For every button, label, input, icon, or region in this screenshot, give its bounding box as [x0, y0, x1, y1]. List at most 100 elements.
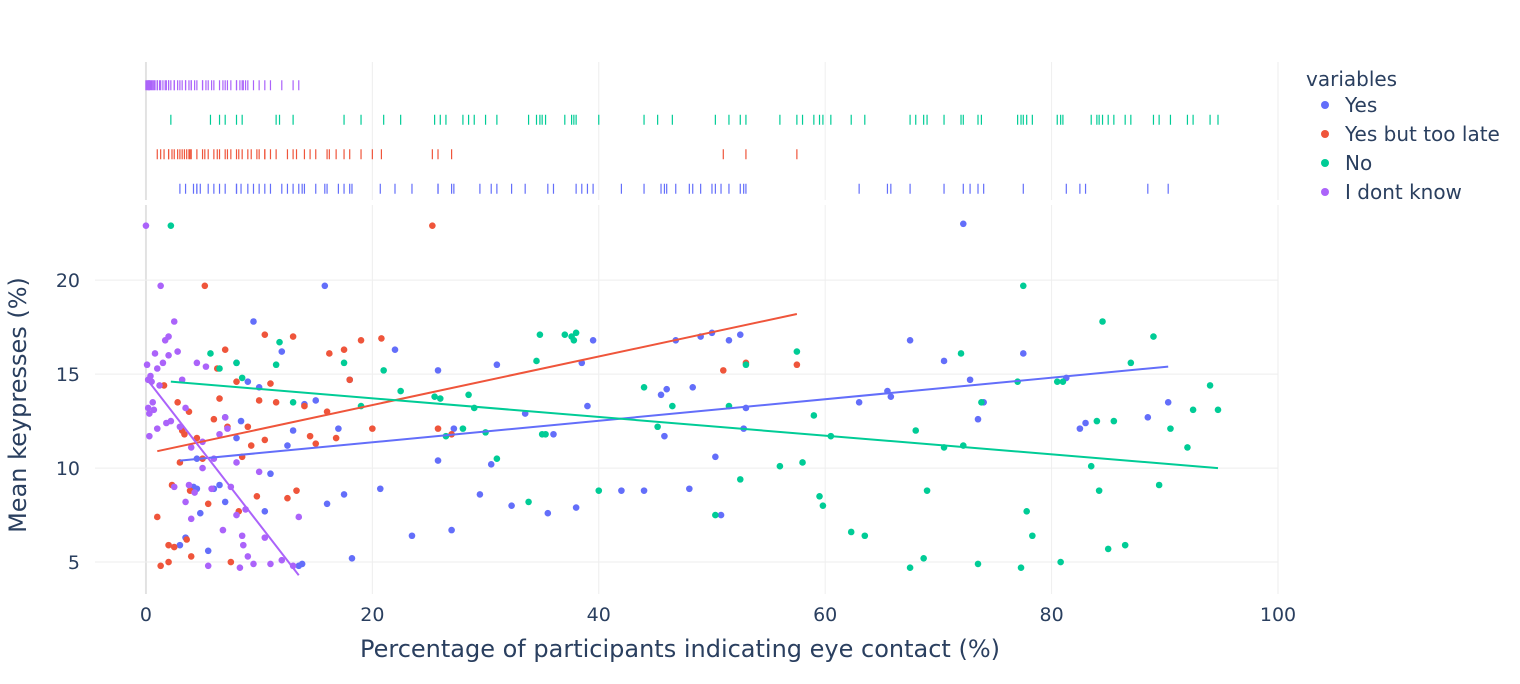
data-point[interactable] [434, 425, 442, 432]
data-point[interactable] [151, 350, 159, 357]
data-point[interactable] [459, 425, 467, 432]
data-point[interactable] [178, 376, 186, 384]
data-point[interactable] [187, 553, 195, 560]
data-point[interactable] [717, 511, 725, 519]
data-point[interactable] [267, 470, 274, 478]
data-point[interactable] [923, 487, 931, 494]
data-point[interactable] [1017, 564, 1025, 571]
data-point[interactable] [204, 562, 212, 570]
data-point[interactable] [340, 491, 348, 498]
data-point[interactable] [689, 383, 697, 391]
data-point[interactable] [712, 511, 719, 519]
data-point[interactable] [255, 397, 263, 404]
data-point[interactable] [1076, 425, 1084, 432]
data-point[interactable] [654, 423, 661, 431]
data-point[interactable] [201, 282, 209, 290]
data-point[interactable] [618, 487, 625, 494]
data-point[interactable] [719, 367, 727, 374]
data-point[interactable] [348, 554, 356, 562]
data-point[interactable] [174, 399, 181, 406]
data-point[interactable] [799, 459, 806, 466]
data-point[interactable] [1104, 545, 1112, 553]
data-point[interactable] [1053, 378, 1061, 385]
data-point[interactable] [1019, 350, 1027, 357]
data-point[interactable] [261, 331, 269, 338]
data-point[interactable] [150, 406, 158, 414]
data-point[interactable] [244, 378, 252, 385]
data-point[interactable] [182, 404, 189, 412]
data-point[interactable] [476, 491, 484, 498]
data-point[interactable] [216, 481, 223, 489]
data-point[interactable] [493, 455, 501, 462]
data-point[interactable] [244, 553, 252, 560]
data-point[interactable] [378, 335, 385, 342]
data-point[interactable] [146, 410, 153, 417]
data-point[interactable] [1110, 417, 1118, 425]
data-point[interactable] [686, 485, 693, 493]
data-point[interactable] [487, 461, 495, 468]
data-point[interactable] [1144, 414, 1152, 421]
data-point[interactable] [174, 348, 181, 355]
data-point[interactable] [397, 387, 404, 395]
data-point[interactable] [289, 333, 297, 340]
data-point[interactable] [181, 430, 188, 438]
data-point[interactable] [221, 498, 229, 506]
data-point[interactable] [1087, 462, 1095, 470]
data-point[interactable] [165, 352, 172, 359]
data-point[interactable] [312, 440, 320, 447]
data-point[interactable] [391, 346, 399, 354]
legend[interactable]: variables Yes Yes but too late No I dont kn… [1306, 67, 1500, 204]
data-point[interactable] [776, 462, 784, 470]
data-point[interactable] [323, 500, 331, 508]
data-point[interactable] [1155, 481, 1163, 489]
data-point[interactable] [146, 432, 153, 440]
data-point[interactable] [153, 365, 161, 372]
data-point[interactable] [448, 526, 455, 534]
data-point[interactable] [736, 476, 744, 483]
data-point[interactable] [640, 487, 648, 494]
data-point[interactable] [1167, 425, 1174, 432]
data-point[interactable] [293, 487, 300, 494]
data-point[interactable] [1127, 359, 1135, 367]
data-point[interactable] [742, 361, 750, 369]
data-point[interactable] [1057, 558, 1064, 566]
data-point[interactable] [159, 359, 167, 367]
data-point[interactable] [978, 399, 985, 406]
data-point[interactable] [1093, 417, 1101, 425]
data-point[interactable] [1214, 406, 1222, 414]
data-point[interactable] [204, 500, 212, 508]
data-point[interactable] [233, 378, 240, 385]
data-point[interactable] [436, 395, 444, 402]
data-point[interactable] [570, 337, 578, 344]
data-point[interactable] [1184, 444, 1191, 451]
data-point[interactable] [267, 380, 274, 387]
data-point[interactable] [208, 485, 215, 493]
data-point[interactable] [847, 528, 855, 536]
data-point[interactable] [187, 515, 195, 523]
data-point[interactable] [669, 402, 676, 410]
data-point[interactable] [165, 333, 172, 340]
data-point[interactable] [966, 376, 974, 384]
data-point[interactable] [810, 412, 818, 419]
data-point[interactable] [1029, 532, 1036, 540]
data-point[interactable] [289, 427, 297, 434]
data-point[interactable] [153, 513, 161, 521]
data-point[interactable] [974, 415, 982, 423]
data-point[interactable] [550, 430, 557, 438]
data-point[interactable] [920, 554, 927, 562]
data-point[interactable] [295, 513, 303, 521]
data-point[interactable] [199, 464, 206, 472]
data-point[interactable] [1206, 382, 1214, 389]
data-point[interactable] [369, 425, 376, 432]
data-point[interactable] [340, 346, 348, 354]
data-point[interactable] [906, 337, 914, 344]
data-point[interactable] [182, 498, 189, 506]
data-point[interactable] [912, 427, 920, 434]
data-point[interactable] [221, 414, 229, 421]
data-point[interactable] [153, 425, 161, 432]
data-point[interactable] [572, 504, 580, 511]
data-point[interactable] [167, 417, 175, 425]
data-point[interactable] [142, 222, 150, 229]
data-point[interactable] [233, 434, 240, 442]
data-point[interactable] [284, 442, 291, 449]
